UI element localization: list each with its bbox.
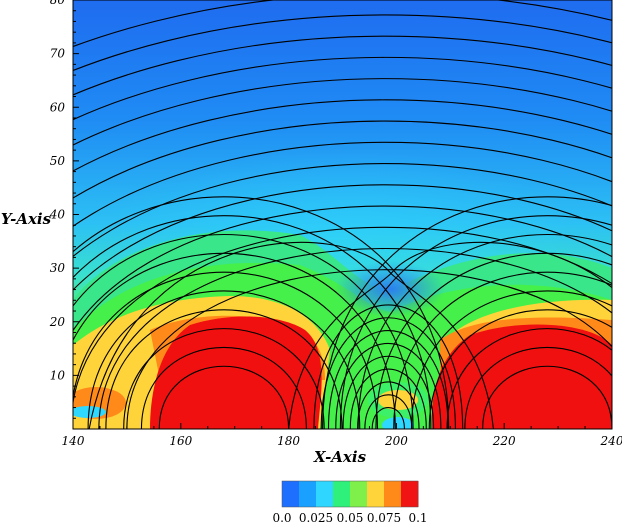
left-loop-2 (123, 328, 325, 429)
y-axis: 10 20 30 40 50 60 70 80 (49, 0, 79, 419)
central-loop-3 (349, 368, 427, 429)
colorbar-segment-1 (299, 481, 317, 507)
x-axis-title: X-Axis (313, 448, 367, 466)
central-loop-4 (342, 355, 435, 429)
central-loop-1 (364, 394, 413, 429)
right-loop-9 (322, 196, 612, 429)
outer-arch-0 (126, 269, 612, 429)
y-axis-title: Y-Axis (1, 210, 52, 228)
central-loop-5 (335, 343, 442, 429)
central-loop-7 (320, 317, 456, 429)
left-loop-4 (87, 290, 361, 429)
y-tick-label-70: 70 (50, 47, 66, 61)
colorbar-label-1: 0.025 (299, 511, 333, 523)
red-lobe-left (150, 316, 322, 429)
outer-arch-9 (73, 78, 612, 146)
colorbar-segment-2 (316, 481, 334, 507)
outer-arch-12 (73, 14, 612, 72)
right-loop-7 (357, 233, 612, 429)
central-loop-8 (313, 304, 464, 429)
separatrix-1 (288, 272, 494, 429)
y-tick-label-10: 10 (50, 368, 66, 382)
colorbar-label-3: 0.075 (367, 511, 401, 523)
central-loop-2 (357, 381, 420, 429)
x-tick-label-160: 160 (169, 434, 192, 448)
right-loop-3 (428, 309, 612, 429)
right-loop-5 (393, 271, 612, 429)
left-loop-1 (140, 346, 307, 429)
y-tick-label-50: 50 (50, 154, 66, 168)
right-loop-8 (339, 215, 612, 429)
colorbar-label-4: 0.1 (408, 511, 427, 523)
y-tick-label-60: 60 (50, 100, 66, 114)
colorbar-segment-3 (333, 481, 351, 507)
y-tick-label-80: 80 (50, 0, 66, 7)
central-core-cyan (382, 417, 414, 429)
x-tick-label-180: 180 (277, 434, 300, 448)
colorbar-label-0: 0.0 (272, 511, 291, 523)
y-tick-label-40: 40 (49, 208, 66, 222)
y-tick-label-30: 30 (50, 261, 66, 275)
left-loop-7 (73, 233, 414, 429)
left-loop-6 (73, 252, 396, 429)
lower-left-cyan-spot (73, 406, 106, 418)
central-loop-0 (371, 407, 406, 429)
colorbar-segment-6 (384, 481, 402, 507)
outer-arch-6 (73, 141, 612, 228)
outer-arch-1 (98, 248, 612, 429)
outer-arch-8 (73, 99, 612, 172)
right-loop-4 (410, 290, 612, 429)
colorbar-segment-7 (401, 481, 419, 507)
colorbar-segment-4 (350, 481, 368, 507)
outer-arch-2 (73, 226, 612, 407)
colorbar (281, 480, 419, 508)
outer-arch-11 (73, 35, 612, 96)
red-lobe-right (431, 324, 612, 429)
colorbar-labels: 0.0 0.025 0.05 0.075 0.1 (272, 511, 427, 523)
left-loop-5 (73, 271, 379, 429)
colorbar-segment-0 (282, 481, 300, 507)
y-tick-label-20: 20 (49, 315, 66, 329)
outer-arch-10 (73, 56, 612, 121)
left-loop-9 (73, 196, 450, 429)
outer-arch-5 (73, 163, 612, 258)
outer-arch-3 (73, 205, 612, 332)
x-tick-label-240: 240 (600, 434, 622, 448)
x-tick-label-200: 200 (384, 434, 408, 448)
x-tick-label-140: 140 (62, 434, 85, 448)
left-loop-0 (158, 365, 290, 429)
colorbar-label-2: 0.05 (337, 511, 364, 523)
x-axis: 140 160 180 200 220 240 (62, 423, 622, 448)
x-tick-label-220: 220 (492, 434, 516, 448)
outer-arch-4 (73, 184, 612, 292)
right-loop-2 (446, 328, 612, 429)
colorbar-segment-5 (367, 481, 385, 507)
outer-arch-7 (73, 120, 612, 199)
colorbar-frame (281, 480, 419, 508)
right-loop-1 (464, 346, 612, 429)
plot-area (73, 0, 612, 429)
central-loop-6 (327, 330, 449, 429)
field-lines (73, 0, 612, 429)
